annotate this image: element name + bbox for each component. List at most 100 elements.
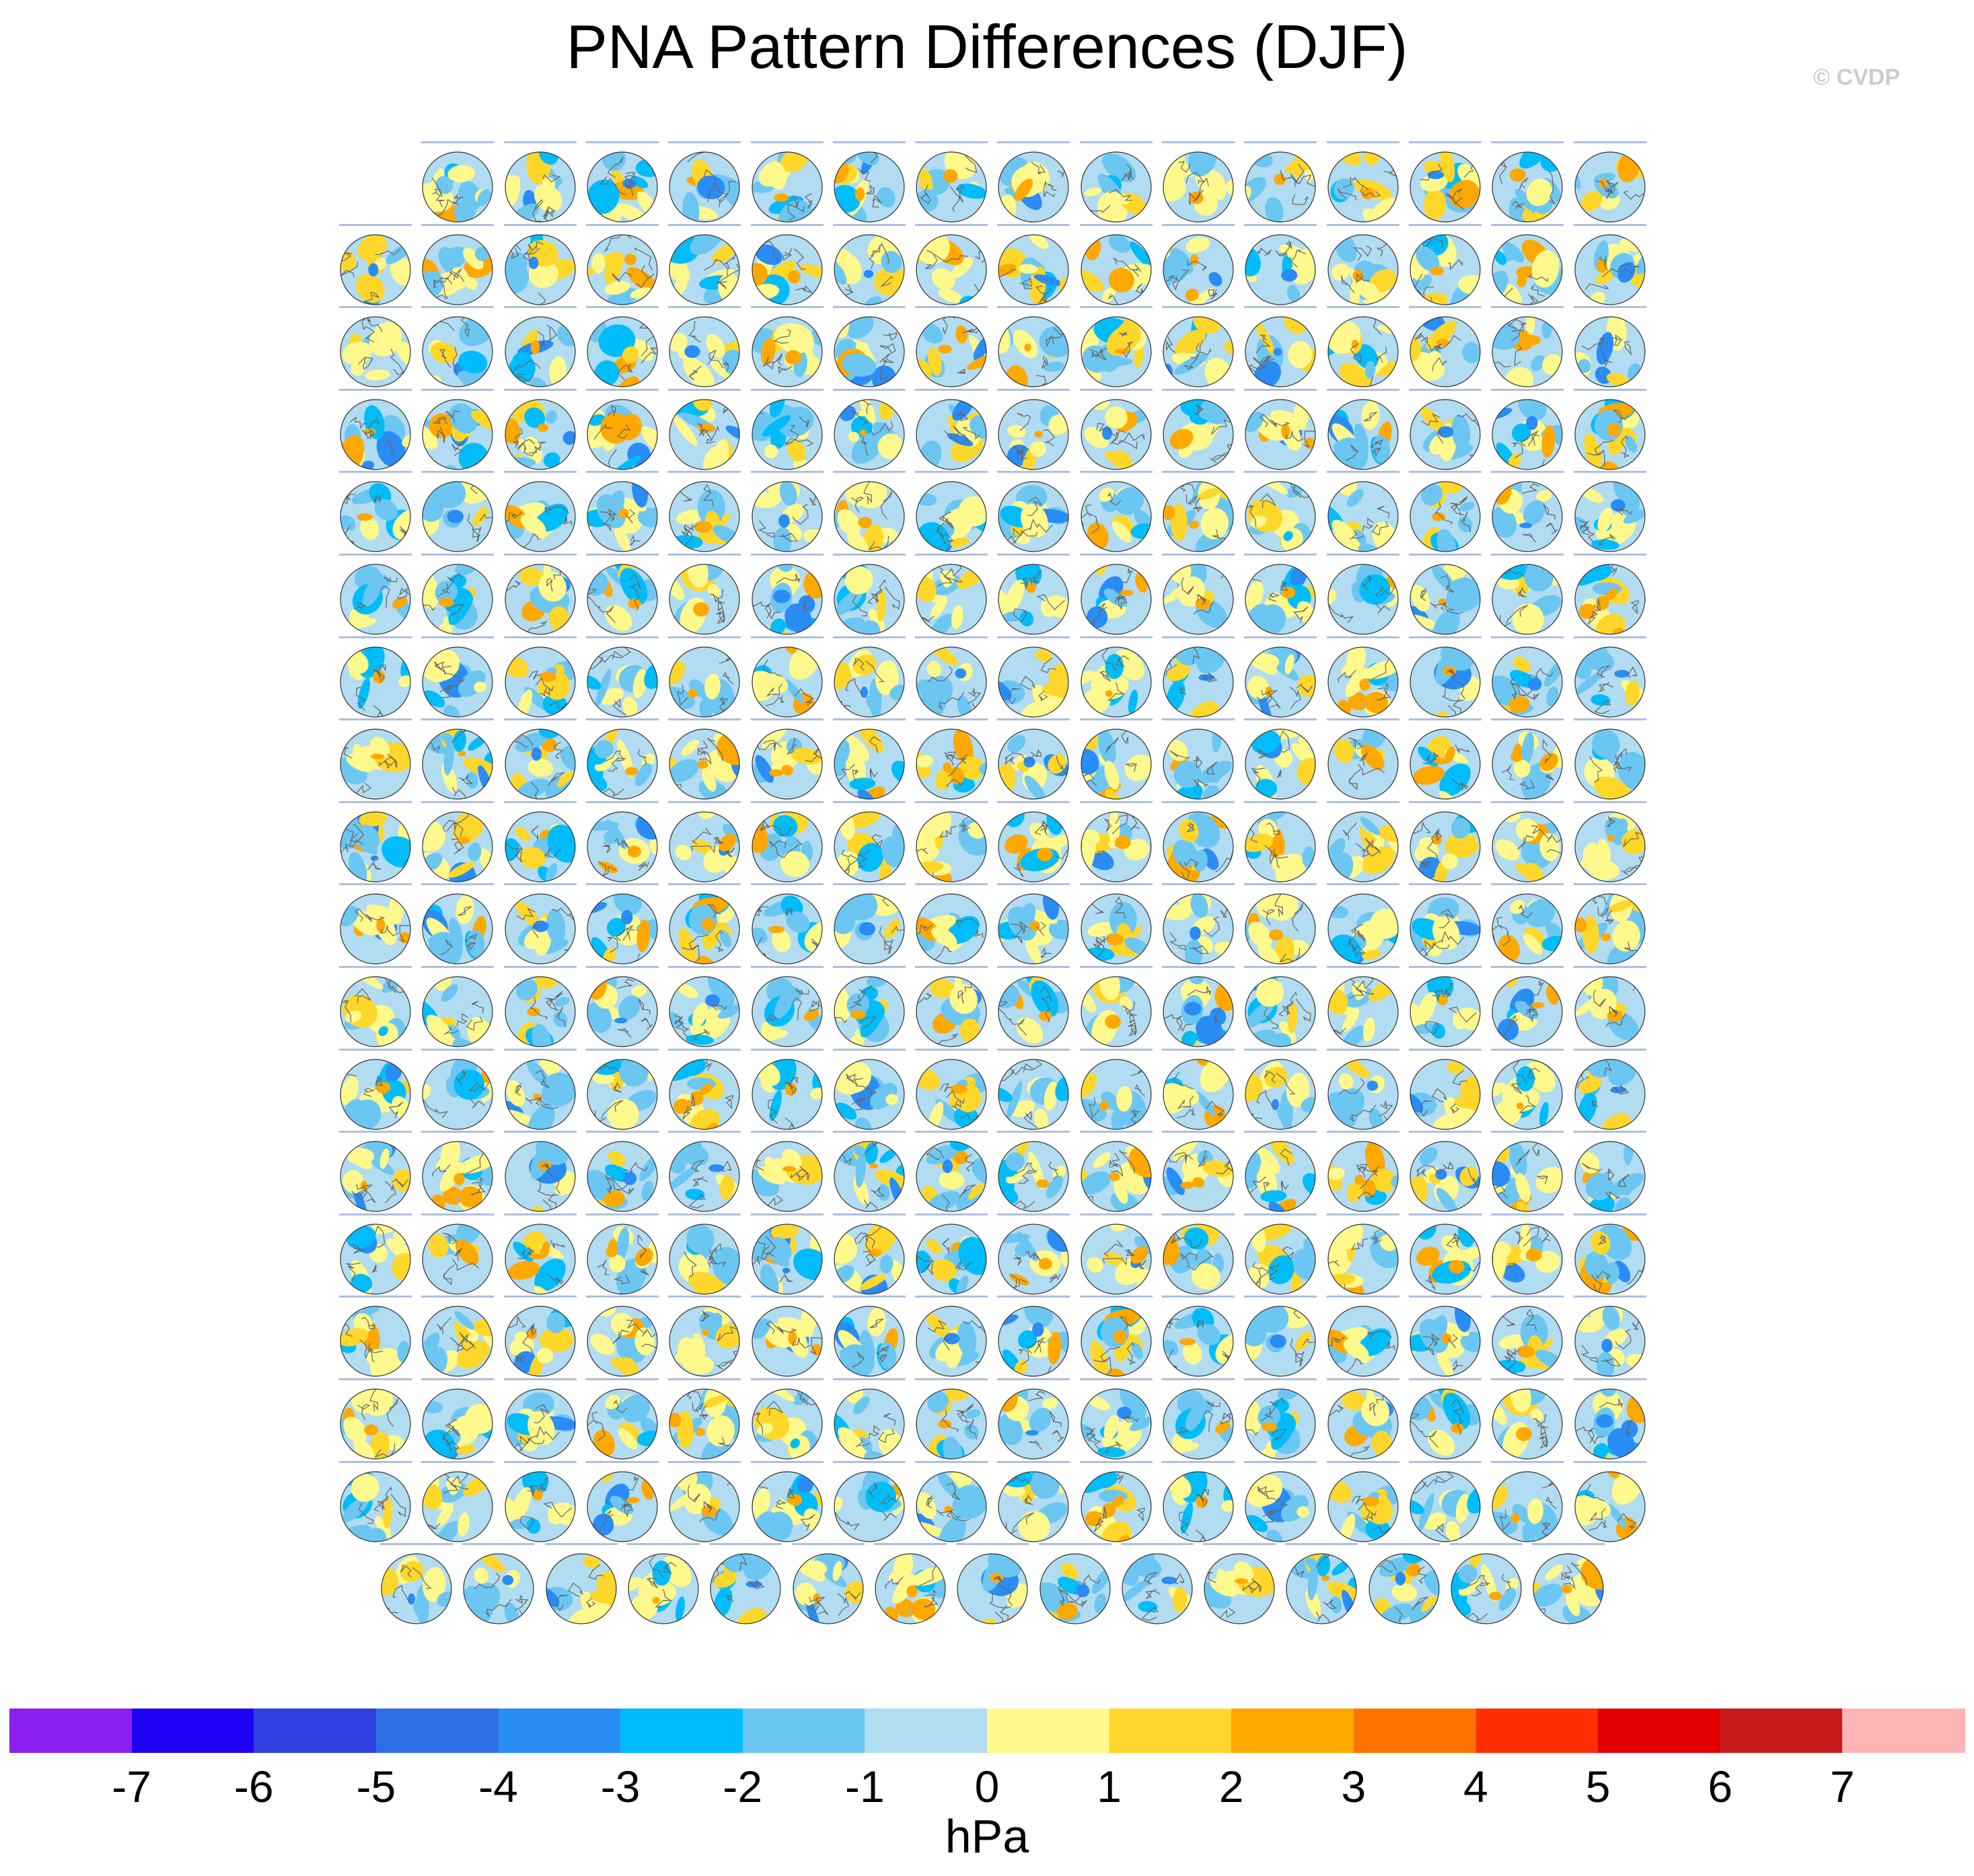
polar-map: [422, 1058, 493, 1130]
polar-map: [1081, 151, 1152, 223]
polar-map: [1574, 151, 1646, 223]
polar-map: [340, 1470, 411, 1542]
panel-title-line: [1244, 471, 1317, 474]
polar-map: [669, 316, 740, 387]
map-panel: [1324, 223, 1402, 309]
polar-map: [1574, 811, 1646, 883]
polar-map: [1410, 481, 1481, 552]
polar-map: [1245, 316, 1316, 387]
map-panel: [994, 471, 1072, 556]
polar-map: [834, 481, 905, 552]
colorbar-tick-label: -5: [356, 1762, 396, 1811]
panel-title-line: [668, 718, 741, 721]
polar-map: [422, 564, 493, 635]
polar-map: [1574, 976, 1646, 1047]
panel-title-line: [1491, 306, 1564, 309]
panel-title-line: [1079, 1296, 1153, 1298]
polar-map: [957, 1553, 1028, 1624]
polar-map: [1163, 399, 1234, 470]
polar-map: [834, 233, 905, 305]
polar-map: [1163, 1224, 1234, 1295]
panel-title-line: [997, 1213, 1070, 1215]
map-panel: [1077, 1048, 1155, 1133]
panel-title-line: [1408, 718, 1482, 721]
colorbar-tick-label: 1: [1097, 1762, 1122, 1811]
panel-title-line: [1244, 718, 1317, 721]
map-panel: [1159, 141, 1237, 226]
polar-map: [1574, 1388, 1646, 1460]
map-panel: [994, 223, 1072, 309]
map-panel: [542, 1543, 620, 1628]
map-panel: [501, 471, 579, 556]
colorbar-box: [498, 1709, 621, 1753]
panel-title-line: [421, 223, 495, 226]
panel-title-line: [1408, 800, 1482, 803]
map-panel: [418, 1131, 497, 1215]
panel-title-line: [1162, 718, 1235, 721]
map-panel: [1077, 1213, 1155, 1298]
panel-title-line: [585, 1131, 659, 1133]
panel-title-line: [1079, 1048, 1153, 1051]
panel-title-line: [1573, 306, 1646, 309]
map-panel: [501, 223, 579, 309]
panel-title-line: [832, 1378, 906, 1380]
polar-map: [1327, 1224, 1399, 1295]
map-panel: [748, 1213, 826, 1298]
polar-map: [916, 564, 987, 635]
panel-title-line: [421, 306, 495, 309]
polar-map: [1081, 233, 1152, 305]
panel-title-line: [339, 718, 412, 721]
map-panel: [1159, 883, 1237, 968]
map-panel: [912, 1460, 990, 1546]
polar-map: [669, 1058, 740, 1130]
map-panel: [830, 306, 908, 391]
polar-map: [504, 1058, 576, 1130]
panel-title-line: [1244, 1296, 1317, 1298]
panel-title-line: [1162, 306, 1235, 309]
panel-title-line: [421, 388, 495, 391]
map-panel: [1571, 1378, 1649, 1463]
map-panel: [1406, 554, 1484, 638]
polar-map: [1245, 1470, 1316, 1542]
map-panel: [336, 1296, 414, 1380]
map-panel: [1159, 1460, 1237, 1546]
polar-map: [1245, 481, 1316, 552]
map-panel: [830, 1296, 908, 1380]
map-panel: [501, 306, 579, 391]
map-panel: [583, 1131, 661, 1215]
map-panel: [1159, 471, 1237, 556]
map-panel: [1571, 1131, 1649, 1215]
map-panel: [1200, 1543, 1278, 1628]
panel-title-line: [750, 636, 824, 638]
polar-map: [504, 811, 576, 883]
map-panel: [1488, 1378, 1566, 1463]
map-panel: [583, 223, 661, 309]
map-panel: [1077, 636, 1155, 721]
map-panel: [748, 800, 826, 886]
polar-map: [1410, 1224, 1481, 1295]
panel-title-line: [750, 1131, 824, 1133]
polar-map: [1368, 1553, 1440, 1624]
polar-map: [587, 151, 658, 223]
panel-title-line: [503, 554, 577, 556]
polar-map: [916, 1470, 987, 1542]
map-panel: [665, 966, 743, 1051]
panel-title-line: [503, 141, 577, 143]
polar-map: [340, 233, 411, 305]
map-panel: [1241, 1213, 1319, 1298]
panel-title-line: [503, 636, 577, 638]
map-panel: [336, 306, 414, 391]
map-panel: [1488, 718, 1566, 803]
polar-map: [1327, 1388, 1399, 1460]
map-panel: [1571, 1213, 1649, 1298]
polar-map: [422, 811, 493, 883]
map-panel: [418, 718, 497, 803]
panel-title-line: [503, 223, 577, 226]
polar-map: [834, 646, 905, 718]
polar-map: [916, 233, 987, 305]
panel-title-line: [915, 800, 988, 803]
polar-map: [587, 1306, 658, 1377]
polar-map: [669, 1224, 740, 1295]
colorbar-box: [9, 1709, 133, 1753]
colorbar-box: [1598, 1709, 1721, 1753]
